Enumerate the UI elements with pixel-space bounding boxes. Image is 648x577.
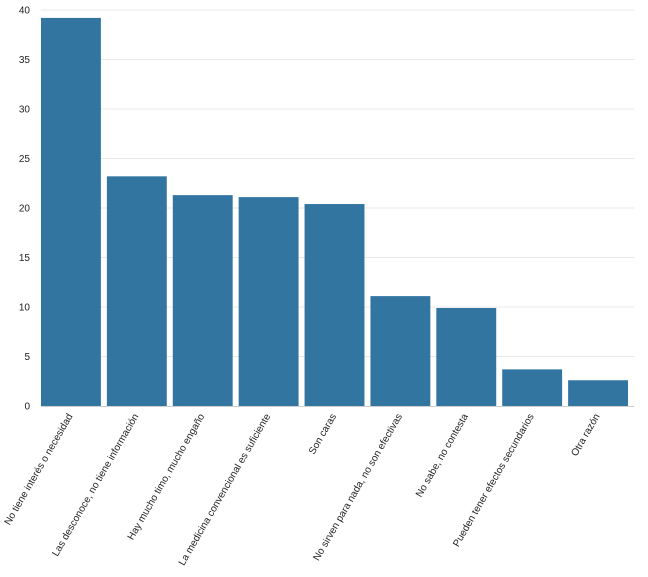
x-tick-label: No sabe, no contesta	[414, 412, 471, 500]
x-tick-label: Otra razón	[570, 412, 603, 458]
bar[interactable]	[304, 204, 365, 406]
bar[interactable]	[106, 176, 167, 406]
y-tick-label: 15	[19, 253, 31, 264]
x-tick-label: No tiene interés o necesidad	[3, 412, 76, 527]
y-axis-ticks: 0 5 10 15 20 25 30 35 40	[19, 6, 31, 413]
bar[interactable]	[41, 17, 101, 406]
bar[interactable]	[370, 296, 431, 406]
bar[interactable]	[568, 380, 628, 406]
y-tick-label: 5	[24, 352, 30, 363]
bar[interactable]	[436, 307, 497, 406]
y-tick-label: 40	[19, 6, 31, 17]
bars	[41, 17, 628, 406]
bar[interactable]	[502, 369, 563, 406]
bar[interactable]	[172, 195, 233, 406]
y-tick-label: 25	[19, 154, 31, 165]
x-tick-label: Son caras	[307, 412, 339, 456]
y-tick-label: 20	[19, 204, 31, 215]
y-tick-label: 10	[19, 303, 31, 314]
y-tick-label: 0	[24, 402, 30, 413]
x-tick-label: Hay mucho timo, mucho engaño	[126, 412, 208, 543]
x-tick-label: Pueden tener efectos secundarios	[451, 412, 536, 549]
y-tick-label: 35	[19, 55, 31, 66]
bar[interactable]	[238, 197, 299, 406]
y-tick-label: 30	[19, 105, 31, 116]
